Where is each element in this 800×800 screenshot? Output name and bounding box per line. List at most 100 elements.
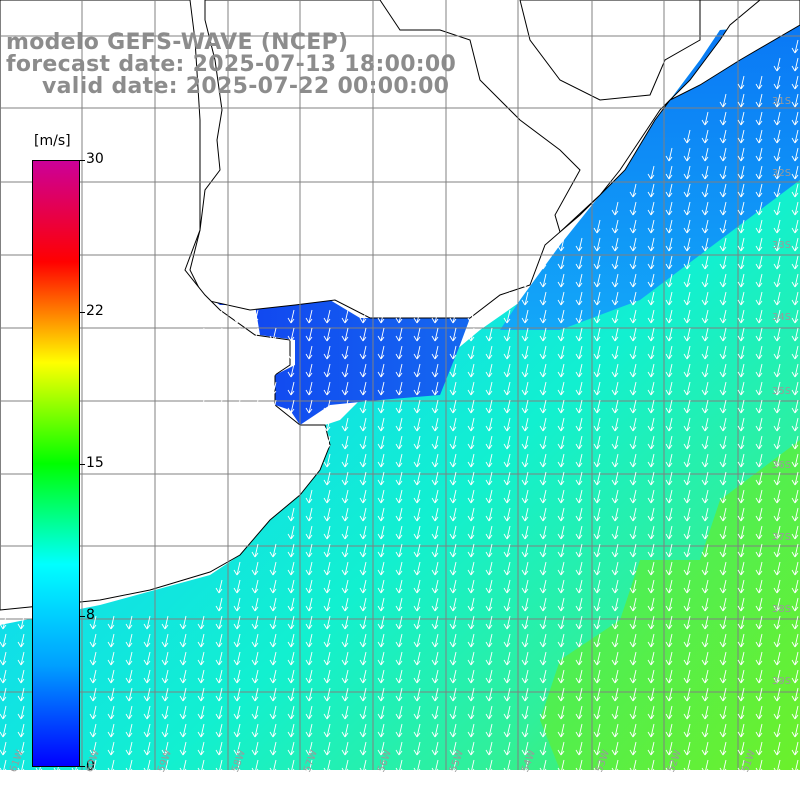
wind-arrow (287, 507, 295, 522)
wind-arrow (737, 345, 745, 360)
lat-label: 39S (772, 676, 792, 687)
wind-arrow (773, 471, 781, 486)
wind-arrow (791, 759, 799, 774)
wind-arrow (521, 291, 529, 306)
wind-arrow (611, 687, 619, 702)
wind-arrow (557, 615, 565, 630)
wind-arrow (665, 417, 673, 432)
wind-arrow (755, 633, 763, 648)
wind-arrow (539, 453, 547, 468)
wind-arrow (287, 579, 295, 594)
wind-arrow (413, 723, 421, 738)
wind-arrow (629, 687, 637, 702)
wind-arrow (215, 741, 223, 756)
wind-arrow (395, 453, 403, 468)
wind-arrow (287, 561, 295, 576)
wind-arrow (629, 327, 637, 342)
wind-arrow (305, 327, 313, 342)
wind-arrow (161, 687, 169, 702)
wind-arrow (395, 723, 403, 738)
wind-arrow (0, 687, 7, 702)
wind-arrow (773, 651, 781, 666)
wind-arrow (557, 651, 565, 666)
wind-arrow (215, 417, 223, 432)
wind-arrow (161, 651, 169, 666)
wind-arrow (719, 345, 727, 360)
wind-arrow (449, 669, 457, 684)
wind-arrow (179, 615, 187, 630)
wind-arrow (791, 111, 799, 126)
wind-arrow (755, 651, 763, 666)
wind-arrow (719, 111, 727, 126)
wind-arrow (557, 435, 565, 450)
wind-arrow (359, 345, 367, 360)
wind-arrow (215, 579, 223, 594)
wind-arrow (683, 471, 691, 486)
wind-arrow (773, 363, 781, 378)
wind-arrow (521, 669, 529, 684)
wind-arrow (287, 705, 295, 720)
wind-arrow (593, 561, 601, 576)
wind-arrow (791, 435, 799, 450)
wind-arrow (521, 759, 529, 774)
wind-arrow (359, 687, 367, 702)
wind-arrow (755, 741, 763, 756)
wind-arrow (233, 363, 241, 378)
wind-arrow (791, 471, 799, 486)
wind-arrow (323, 309, 331, 324)
wind-arrow (575, 615, 583, 630)
wind-arrow (557, 363, 565, 378)
wind-arrow (737, 309, 745, 324)
wind-arrow (737, 183, 745, 198)
wind-arrow (485, 633, 493, 648)
wind-arrow (413, 507, 421, 522)
wind-arrow (593, 219, 601, 234)
wind-arrow (647, 615, 655, 630)
wind-arrow (665, 543, 673, 558)
wind-arrow (755, 525, 763, 540)
wind-arrow (503, 507, 511, 522)
wind-arrow (755, 75, 763, 90)
wind-arrow (341, 741, 349, 756)
wind-arrow (755, 309, 763, 324)
wind-arrow (0, 723, 7, 738)
wind-arrow (755, 129, 763, 144)
wind-arrow (557, 741, 565, 756)
wind-arrow (593, 345, 601, 360)
wind-arrow (287, 597, 295, 612)
wind-arrow (629, 723, 637, 738)
wind-arrow (431, 309, 439, 324)
wind-arrow (683, 597, 691, 612)
wind-arrow (575, 273, 583, 288)
wind-arrow (683, 363, 691, 378)
wind-arrow (737, 147, 745, 162)
wind-arrow (683, 561, 691, 576)
wind-arrow (557, 255, 565, 270)
wind-arrow (611, 363, 619, 378)
wind-arrow (791, 201, 799, 216)
wind-arrow (539, 579, 547, 594)
wind-arrow (305, 741, 313, 756)
wind-arrow (539, 255, 547, 270)
wind-arrow (539, 561, 547, 576)
wind-arrow (323, 525, 331, 540)
wind-arrow (305, 579, 313, 594)
wind-arrow (521, 651, 529, 666)
wind-arrow (719, 309, 727, 324)
wind-arrow (611, 309, 619, 324)
wind-arrow (377, 471, 385, 486)
wind-arrow (647, 525, 655, 540)
wind-arrow (269, 561, 277, 576)
wind-arrow (215, 381, 223, 396)
wind-arrow (719, 633, 727, 648)
wind-arrow (647, 237, 655, 252)
land-uruguay-brazil (189, 0, 581, 319)
wind-arrow (791, 345, 799, 360)
wind-arrow (701, 597, 709, 612)
wind-arrow (791, 327, 799, 342)
wind-arrow (143, 669, 151, 684)
wind-arrow (377, 543, 385, 558)
wind-arrow (521, 363, 529, 378)
wind-arrow (341, 705, 349, 720)
wind-arrow (377, 723, 385, 738)
